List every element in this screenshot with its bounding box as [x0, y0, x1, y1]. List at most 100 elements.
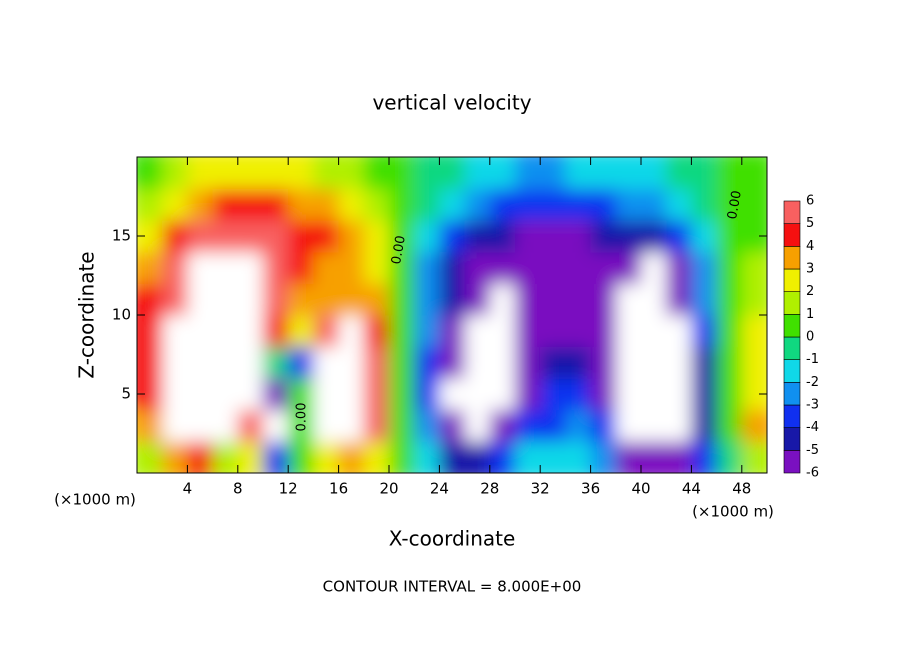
cell [515, 157, 541, 190]
colorbar-label: 0 [806, 330, 814, 345]
cell [338, 157, 365, 190]
cell [716, 378, 743, 411]
cell [641, 220, 667, 253]
cell [439, 315, 466, 348]
cell [666, 441, 692, 473]
cell [263, 251, 289, 284]
colorbar-label: 2 [806, 284, 814, 299]
cell [237, 346, 264, 379]
cell [263, 315, 289, 348]
cell [263, 409, 289, 442]
cell [338, 315, 365, 348]
cell [666, 378, 692, 411]
cell [187, 251, 214, 284]
x-tick-label: 28 [480, 480, 499, 498]
cell [338, 346, 365, 379]
cell [237, 441, 264, 473]
x-tick-label: 36 [581, 480, 600, 498]
cell [515, 220, 541, 253]
cell [515, 441, 541, 473]
cell [590, 378, 617, 411]
cell [666, 188, 692, 221]
colorbar-swatch [783, 382, 801, 406]
cell [439, 409, 466, 442]
cell [741, 346, 767, 379]
cell [615, 251, 642, 284]
x-tick-label: 8 [233, 480, 243, 498]
cell [389, 157, 415, 190]
cell [212, 188, 239, 221]
cell [515, 188, 541, 221]
cell [540, 315, 566, 348]
cell [666, 409, 692, 442]
cell [414, 378, 440, 411]
cell [641, 441, 667, 473]
cell [464, 251, 491, 284]
cell [439, 188, 466, 221]
cell [212, 378, 239, 411]
colorbar-swatch [783, 200, 801, 224]
cell [590, 157, 617, 190]
cell [691, 188, 718, 221]
cell [489, 409, 516, 442]
cell [439, 251, 466, 284]
cell [691, 346, 718, 379]
x-tick-label: 40 [631, 480, 650, 498]
cell [666, 157, 692, 190]
cell [288, 409, 314, 442]
cell [464, 315, 491, 348]
cell [540, 378, 566, 411]
cell [338, 283, 365, 316]
cell [615, 378, 642, 411]
cell [389, 346, 415, 379]
cell [389, 378, 415, 411]
cell [187, 315, 214, 348]
cell [288, 188, 314, 221]
cell [288, 251, 314, 284]
x-axis-label: X-coordinate [389, 527, 516, 551]
cell [389, 409, 415, 442]
cell [590, 346, 617, 379]
cell [464, 378, 491, 411]
cell [212, 409, 239, 442]
cell [741, 441, 767, 473]
cell [540, 283, 566, 316]
cell [212, 346, 239, 379]
chart-title: vertical velocity [372, 91, 531, 115]
cell [489, 220, 516, 253]
cell [288, 283, 314, 316]
cell [338, 220, 365, 253]
cell [641, 378, 667, 411]
cell [162, 157, 188, 190]
cell [212, 157, 239, 190]
cell [691, 220, 718, 253]
cell [641, 409, 667, 442]
cell [162, 315, 188, 348]
cell [716, 251, 743, 284]
cell [137, 441, 163, 473]
cell [313, 441, 340, 473]
x-tick-label: 24 [430, 480, 449, 498]
cell [237, 251, 264, 284]
cell [263, 188, 289, 221]
cell [515, 346, 541, 379]
y-tick-label: 15 [112, 227, 131, 245]
colorbar-label: -6 [806, 466, 819, 481]
x-tick-label: 12 [279, 480, 298, 498]
cell [590, 188, 617, 221]
cell [741, 283, 767, 316]
cell [439, 346, 466, 379]
cell [363, 409, 390, 442]
cell [565, 157, 592, 190]
cell [666, 220, 692, 253]
cell [187, 441, 214, 473]
cell [615, 409, 642, 442]
cell [691, 315, 718, 348]
cell [615, 220, 642, 253]
cell [313, 157, 340, 190]
cell [565, 251, 592, 284]
cell [313, 283, 340, 316]
cell [212, 441, 239, 473]
cell [464, 188, 491, 221]
cell [162, 409, 188, 442]
